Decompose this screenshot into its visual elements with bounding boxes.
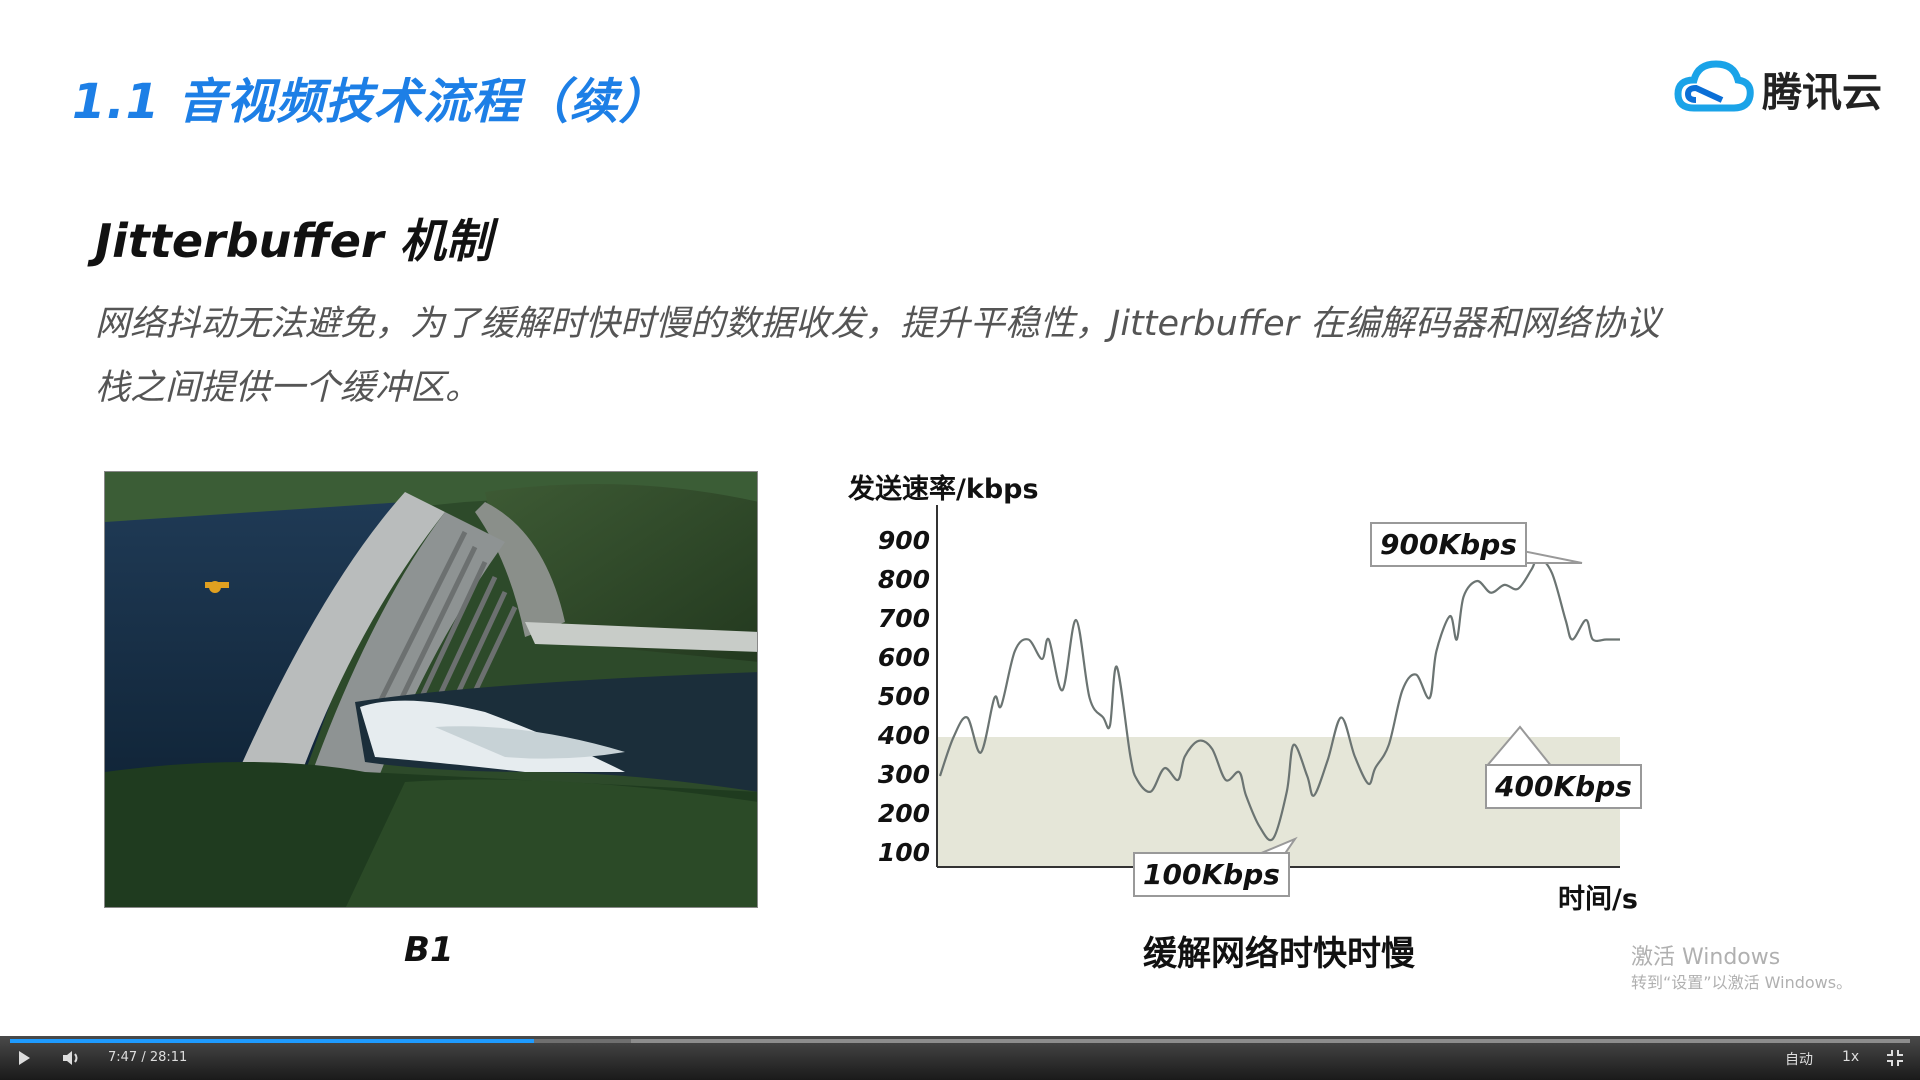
cloud-logo-icon xyxy=(1674,60,1754,112)
windows-activation-watermark: 激活 Windows 转到“设置”以激活 Windows。 xyxy=(1631,944,1852,994)
dam-photo xyxy=(104,471,758,908)
play-icon xyxy=(19,1051,30,1065)
y-tick-label: 900 xyxy=(877,526,930,555)
y-axis-title: 发送速率/kbps xyxy=(848,474,1039,505)
video-progress-bar[interactable] xyxy=(10,1039,1910,1043)
logo-text: 腾讯云 xyxy=(1762,70,1882,116)
y-tick-label: 600 xyxy=(877,643,930,672)
paragraph-line: 网络抖动无法避免，为了缓解时快时慢的数据收发，提升平稳性，Jitterbuffe… xyxy=(95,304,1661,344)
y-tick-label: 500 xyxy=(877,682,930,711)
fullscreen-button[interactable] xyxy=(1886,1049,1904,1067)
photo-caption: B1 xyxy=(404,930,454,970)
paragraph-line: 栈之间提供一个缓冲区。 xyxy=(95,368,481,408)
x-axis-title: 时间/s xyxy=(1558,884,1638,915)
quality-selector[interactable]: 自动 xyxy=(1785,1052,1813,1068)
callout-100kbps: 100Kbps xyxy=(1133,852,1290,897)
video-player-controls: 7:47 / 28:11 自动 1x xyxy=(0,1036,1920,1080)
watermark-subtitle: 转到“设置”以激活 Windows。 xyxy=(1631,973,1853,992)
fullscreen-exit-icon xyxy=(1887,1050,1903,1066)
slide-title: 1.1 音视频技术流程（续） xyxy=(72,74,668,130)
send-rate-chart: 发送速率/kbps 时间/s 900 800 700 600 500 400 3… xyxy=(840,455,1660,925)
speed-selector[interactable]: 1x xyxy=(1842,1049,1860,1065)
play-button[interactable] xyxy=(16,1050,32,1066)
progress-played xyxy=(10,1039,535,1043)
callout-pointer xyxy=(1485,725,1553,768)
volume-icon xyxy=(63,1051,78,1065)
series-line xyxy=(938,556,1620,842)
y-tick-label: 700 xyxy=(877,604,930,633)
watermark-title: 激活 Windows xyxy=(1631,945,1781,970)
time-display: 7:47 / 28:11 xyxy=(108,1050,188,1065)
chart-caption: 缓解网络时快时慢 xyxy=(1143,934,1415,974)
y-tick-label: 800 xyxy=(877,565,930,594)
description-paragraph: 网络抖动无法避免，为了缓解时快时慢的数据收发，提升平稳性，Jitterbuffe… xyxy=(95,292,1735,420)
section-heading: Jitterbuffer 机制 xyxy=(95,214,492,268)
tencent-cloud-logo: 腾讯云 xyxy=(1674,56,1884,116)
y-tick-label: 100 xyxy=(877,838,930,867)
callout-900kbps: 900Kbps xyxy=(1370,522,1527,567)
y-tick-label: 200 xyxy=(877,799,930,828)
y-tick-label: 300 xyxy=(877,760,930,789)
y-tick-label: 400 xyxy=(877,721,930,750)
volume-button[interactable] xyxy=(62,1049,82,1067)
callout-400kbps: 400Kbps xyxy=(1485,764,1642,809)
